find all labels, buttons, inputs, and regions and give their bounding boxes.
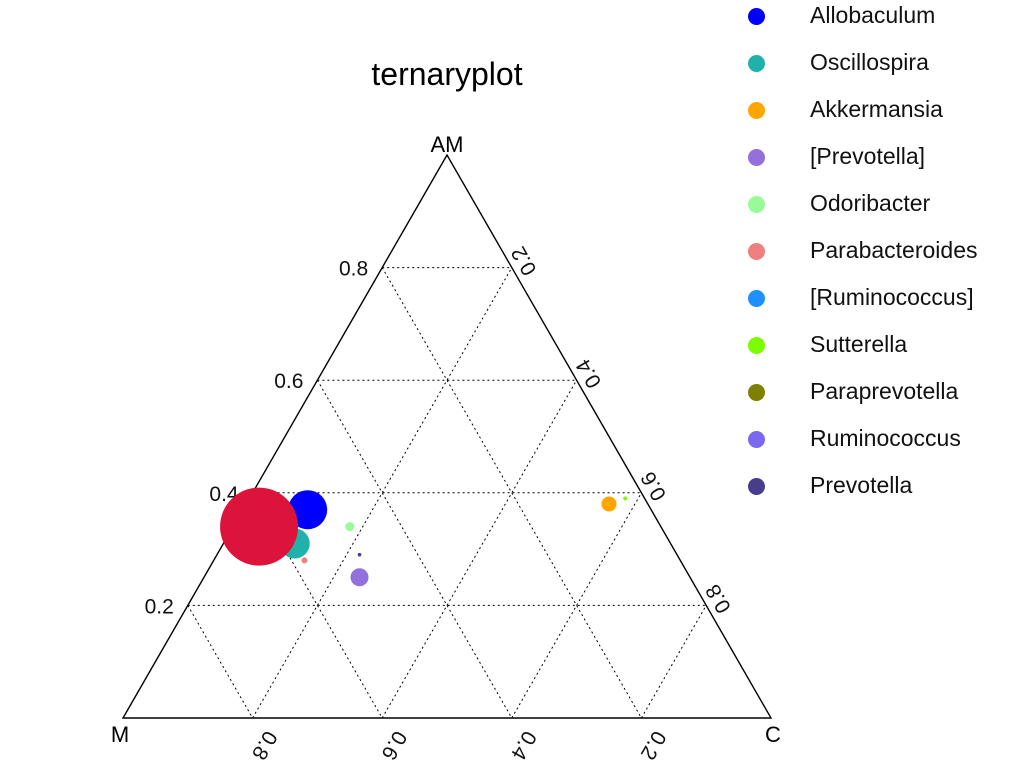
legend-item: Prevotella (740, 470, 1025, 510)
legend-marker (748, 8, 765, 25)
legend-label: Parabacteroides (810, 237, 978, 263)
tick-label-c: 0.4 (572, 355, 607, 392)
legend-marker (748, 196, 765, 213)
triangle-outline (121, 153, 773, 719)
legend-marker (748, 384, 765, 401)
legend-item: Sutterella (740, 329, 1025, 369)
legend-item: Odoribacter (740, 188, 1025, 228)
chart-title: ternaryplot (371, 56, 522, 92)
data-point-parabacteroides (301, 557, 308, 564)
legend-label: Oscillospira (810, 49, 929, 75)
tick-label-c: 0.2 (507, 242, 542, 279)
vertex-label-am: AM (431, 132, 464, 157)
vertex-label-m: M (111, 722, 129, 747)
grid-line-c (511, 492, 642, 719)
legend-item: Paraprevotella (740, 376, 1025, 416)
grid-line-m (252, 492, 383, 719)
legend-label: Odoribacter (810, 190, 931, 216)
grid-line-c (252, 267, 513, 719)
data-points (220, 487, 628, 587)
grid-line-m (187, 605, 254, 719)
tick-label-am: 0.8 (339, 258, 368, 281)
legend-marker (748, 149, 765, 166)
legend-label: [Ruminococcus] (810, 284, 974, 310)
legend-label: [Prevotella] (810, 143, 926, 169)
grid-line-c (640, 605, 707, 719)
legend-marker (748, 290, 765, 307)
grid-line-c (381, 379, 578, 719)
tick-labels: 0.20.40.60.8 0.20.40.60.80.8 0.6 0.4 0.2 (145, 242, 736, 763)
data-point-sutterella (623, 496, 628, 501)
legend-label: Prevotella (810, 472, 913, 498)
legend-item: Allobaculum (740, 0, 1025, 40)
tick-label-am: 0.2 (145, 595, 174, 618)
legend-marker (748, 243, 765, 260)
legend-marker (748, 55, 765, 72)
legend-marker (748, 431, 765, 448)
legend-item: [Prevotella] (740, 141, 1025, 181)
vertex-label-c: C (765, 722, 781, 747)
tick-label-c: 0.6 (637, 468, 672, 505)
legend-marker (748, 478, 765, 495)
data-point-akkermansia (601, 496, 617, 512)
tick-label-m: 0.8 (247, 727, 282, 764)
grid-line-m (316, 379, 513, 719)
data-point-prevotella (357, 552, 362, 557)
data-point-prevotella (350, 568, 369, 587)
legend-label: Allobaculum (810, 2, 936, 28)
legend-label: Paraprevotella (810, 378, 959, 404)
legend-item: Akkermansia (740, 94, 1025, 134)
grid-line-m (381, 267, 642, 719)
legend-item: Oscillospira (740, 47, 1025, 87)
tick-label-am: 0.6 (274, 370, 303, 393)
legend-label: Akkermansia (810, 96, 943, 122)
legend-marker (748, 102, 765, 119)
tick-label-c: 0.8 (701, 580, 736, 617)
tick-label-m: 0.4 (506, 727, 541, 764)
data-point-bacteroides (220, 487, 299, 566)
legend-label: Sutterella (810, 331, 908, 357)
data-point-odoribacter (345, 522, 355, 532)
tick-label-m: 0.2 (636, 727, 671, 764)
legend-item: Ruminococcus (740, 423, 1025, 463)
tick-label-m: 0.6 (377, 727, 412, 764)
data-point-allobaculum (288, 490, 328, 530)
legend-item: [Ruminococcus] (740, 282, 1025, 322)
legend-item: Parabacteroides (740, 235, 1025, 275)
legend-label: Ruminococcus (810, 425, 961, 451)
grid-lines (187, 267, 707, 719)
legend-marker (748, 337, 765, 354)
